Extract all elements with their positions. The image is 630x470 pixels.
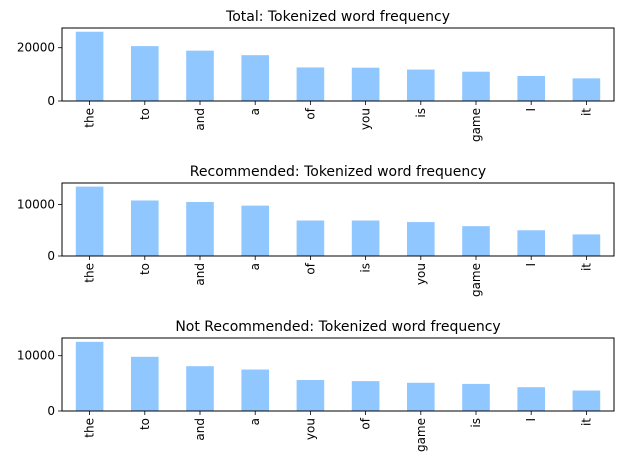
x-tick-label: is: [414, 108, 428, 118]
bar-and: [186, 202, 214, 256]
y-tick-label: 0: [47, 404, 55, 418]
y-tick-label: 20000: [17, 41, 55, 55]
subplot-not-recommended: Not Recommended: Tokenized word frequenc…: [17, 319, 615, 452]
chart-title: Total: Tokenized word frequency: [225, 9, 450, 25]
bar-of: [351, 381, 380, 411]
x-tick-label: I: [524, 418, 538, 422]
x-tick-label: of: [303, 262, 317, 274]
bar-it: [572, 234, 601, 256]
bar-the: [75, 31, 104, 101]
x-tick-label: the: [83, 263, 97, 283]
y-tick-label: 0: [47, 249, 55, 263]
bar-a: [241, 205, 269, 256]
x-tick-label: game: [469, 263, 483, 297]
x-tick-label: to: [138, 418, 152, 430]
x-tick-label: you: [303, 418, 317, 440]
chart-title: Not Recommended: Tokenized word frequenc…: [175, 319, 500, 335]
chart-title: Recommended: Tokenized word frequency: [190, 164, 486, 180]
axes-frame: [61, 27, 615, 102]
x-tick-label: a: [248, 108, 262, 115]
x-tick-label: to: [138, 263, 152, 275]
x-tick-label: of: [359, 417, 373, 429]
bar-i: [517, 230, 545, 256]
bar-it: [572, 78, 601, 101]
subplot-total: Total: Tokenized word frequency the to and a…: [17, 9, 615, 142]
y-tick-label: 10000: [17, 198, 55, 212]
x-tick-label: game: [469, 108, 483, 142]
bar-of: [296, 67, 325, 101]
bar-the: [75, 341, 104, 411]
x-tick-label: is: [469, 418, 483, 428]
x-tick-label: it: [579, 418, 593, 426]
bar-game: [462, 226, 490, 256]
bar-the: [75, 186, 104, 256]
bar-game: [462, 71, 490, 101]
x-tick-label: and: [193, 418, 207, 441]
x-tick-label: it: [579, 108, 593, 116]
x-tick-label: and: [193, 263, 207, 286]
bar-you: [296, 380, 325, 411]
bar-i: [517, 75, 545, 101]
bar-a: [241, 55, 269, 101]
bar-you: [351, 67, 380, 101]
axes-frame: [61, 182, 615, 257]
x-tick-label: you: [359, 108, 373, 130]
x-tick-label: a: [248, 418, 262, 425]
x-tick-label: to: [138, 108, 152, 120]
bar-it: [572, 390, 601, 411]
x-tick-label: a: [248, 263, 262, 270]
bar-i: [517, 387, 545, 411]
x-tick-label: of: [303, 107, 317, 119]
x-tick-label: I: [524, 263, 538, 267]
bar-to: [131, 200, 159, 256]
bar-a: [241, 369, 269, 411]
x-tick-label: it: [579, 263, 593, 271]
bar-you: [407, 222, 435, 256]
bar-is: [462, 383, 490, 411]
y-tick-label: 0: [47, 94, 55, 108]
bar-is: [407, 69, 435, 101]
bar-to: [131, 356, 159, 411]
x-tick-label: and: [193, 108, 207, 131]
x-tick-label: you: [414, 263, 428, 285]
bar-game: [407, 382, 435, 411]
bar-to: [131, 46, 159, 101]
bar-of: [296, 220, 325, 256]
bar-and: [186, 366, 214, 411]
y-tick-label: 10000: [17, 349, 55, 363]
x-tick-label: game: [414, 418, 428, 452]
subplot-recommended: Recommended: Tokenized word frequency the…: [17, 164, 615, 297]
x-tick-label: is: [359, 263, 373, 273]
x-tick-label: I: [524, 108, 538, 112]
bar-is: [351, 220, 380, 256]
x-tick-label: the: [83, 108, 97, 128]
bar-and: [186, 50, 214, 101]
axes-frame: [61, 337, 615, 412]
x-tick-label: the: [83, 418, 97, 438]
